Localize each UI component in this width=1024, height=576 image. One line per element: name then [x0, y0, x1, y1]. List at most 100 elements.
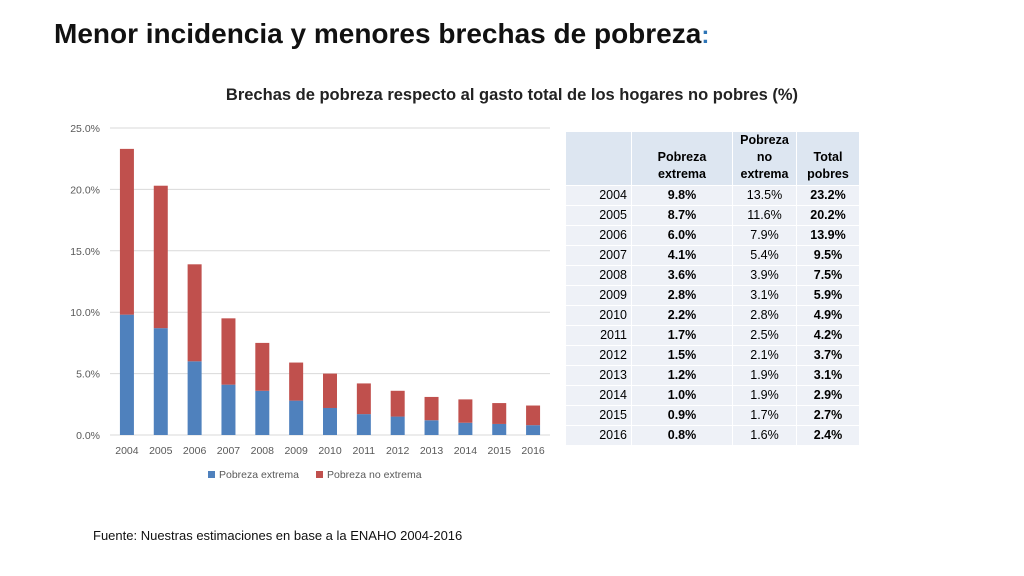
- cell-no-extrema: 5.4%: [733, 246, 797, 266]
- bar-pobreza-no-extrema: [492, 403, 507, 424]
- legend-swatch: [316, 471, 323, 478]
- x-tick-label: 2005: [149, 445, 173, 457]
- cell-no-extrema: 3.9%: [733, 266, 797, 286]
- cell-total: 2.7%: [797, 406, 860, 426]
- bar-pobreza-no-extrema: [390, 390, 405, 417]
- cell-year: 2014: [566, 386, 632, 406]
- bar-pobreza-extrema: [323, 407, 337, 435]
- cell-year: 2007: [566, 246, 632, 266]
- cell-extrema: 6.0%: [632, 226, 733, 246]
- bar-pobreza-no-extrema: [187, 264, 202, 362]
- table-row: 2008 3.6% 3.9% 7.5%: [566, 266, 860, 286]
- table-body: 2004 9.8% 13.5% 23.2% 2005 8.7% 11.6% 20.2% 2006…: [566, 186, 860, 446]
- y-tick-label: 10.0%: [70, 307, 100, 319]
- legend-label: Pobreza no extrema: [327, 469, 422, 481]
- x-tick-label: 2006: [183, 445, 207, 457]
- cell-total: 4.2%: [797, 326, 860, 346]
- cell-year: 2011: [566, 326, 632, 346]
- bar-pobreza-no-extrema: [458, 399, 473, 423]
- x-tick-label: 2008: [251, 445, 275, 457]
- bar-pobreza-no-extrema: [221, 318, 236, 385]
- x-tick-label: 2012: [386, 445, 410, 457]
- table-header-extrema: Pobreza extrema: [632, 132, 733, 186]
- cell-total: 5.9%: [797, 286, 860, 306]
- cell-year: 2009: [566, 286, 632, 306]
- y-tick-label: 20.0%: [70, 184, 100, 196]
- cell-total: 7.5%: [797, 266, 860, 286]
- cell-year: 2012: [566, 346, 632, 366]
- stacked-bar-chart: 0.0% 5.0% 10.0% 15.0% 20.0% 25.0% 2004 2005 2006…: [70, 123, 550, 481]
- bar-pobreza-extrema: [526, 425, 541, 435]
- data-table: Pobreza extrema Pobreza no extrema Total…: [566, 132, 860, 446]
- source-note: Fuente: Nuestras estimaciones en base a …: [93, 528, 463, 543]
- bar-pobreza-extrema: [119, 314, 134, 435]
- bar-pobreza-no-extrema: [119, 148, 134, 315]
- x-tick-label: 2004: [115, 445, 139, 457]
- cell-extrema: 0.8%: [632, 426, 733, 446]
- cell-no-extrema: 13.5%: [733, 186, 797, 206]
- bar-pobreza-no-extrema: [323, 373, 337, 408]
- bar-pobreza-extrema: [356, 414, 371, 435]
- cell-no-extrema: 2.8%: [733, 306, 797, 326]
- cell-total: 13.9%: [797, 226, 860, 246]
- bar-pobreza-no-extrema: [255, 342, 270, 391]
- table-header-total: Total pobres: [797, 132, 860, 186]
- slide-title: Menor incidencia y menores brechas de po…: [54, 18, 709, 50]
- header-line: pobres: [807, 167, 849, 181]
- table-row: 2016 0.8% 1.6% 2.4%: [566, 426, 860, 446]
- cell-extrema: 4.1%: [632, 246, 733, 266]
- table-row: 2006 6.0% 7.9% 13.9%: [566, 226, 860, 246]
- bar-pobreza-no-extrema: [289, 362, 304, 401]
- cell-total: 4.9%: [797, 306, 860, 326]
- slide-title-colon: :: [701, 22, 710, 49]
- cell-no-extrema: 2.5%: [733, 326, 797, 346]
- cell-total: 2.4%: [797, 426, 860, 446]
- cell-extrema: 8.7%: [632, 206, 733, 226]
- table-row: 2004 9.8% 13.5% 23.2%: [566, 186, 860, 206]
- bar-pobreza-no-extrema: [424, 396, 439, 421]
- x-tick-label: 2014: [454, 445, 478, 457]
- cell-total: 23.2%: [797, 186, 860, 206]
- table-row: 2007 4.1% 5.4% 9.5%: [566, 246, 860, 266]
- bar-pobreza-extrema: [492, 423, 507, 435]
- cell-total: 2.9%: [797, 386, 860, 406]
- cell-no-extrema: 2.1%: [733, 346, 797, 366]
- table-row: 2013 1.2% 1.9% 3.1%: [566, 366, 860, 386]
- legend-label: Pobreza extrema: [219, 469, 299, 481]
- table-header-row: Pobreza extrema Pobreza no extrema Total…: [566, 132, 860, 186]
- x-tick-label: 2015: [488, 445, 512, 457]
- bar-pobreza-extrema: [187, 361, 202, 435]
- header-line: Total: [813, 150, 843, 164]
- x-tick-label: 2013: [420, 445, 444, 457]
- bar-pobreza-extrema: [458, 422, 473, 435]
- table-header-no-extrema: Pobreza no extrema: [733, 132, 797, 186]
- cell-extrema: 0.9%: [632, 406, 733, 426]
- cell-extrema: 1.5%: [632, 346, 733, 366]
- bar-pobreza-extrema: [289, 400, 304, 435]
- x-tick-label: 2007: [217, 445, 241, 457]
- cell-no-extrema: 1.9%: [733, 366, 797, 386]
- legend-swatch: [208, 471, 215, 478]
- x-tick-label: 2016: [521, 445, 545, 457]
- cell-extrema: 3.6%: [632, 266, 733, 286]
- bar-pobreza-extrema: [390, 416, 405, 435]
- cell-year: 2010: [566, 306, 632, 326]
- cell-no-extrema: 7.9%: [733, 226, 797, 246]
- table-row: 2010 2.2% 2.8% 4.9%: [566, 306, 860, 326]
- slide-title-text: Menor incidencia y menores brechas de po…: [54, 18, 702, 49]
- table-row: 2009 2.8% 3.1% 5.9%: [566, 286, 860, 306]
- table-row: 2011 1.7% 2.5% 4.2%: [566, 326, 860, 346]
- cell-year: 2004: [566, 186, 632, 206]
- cell-total: 3.7%: [797, 346, 860, 366]
- x-tick-label: 2011: [353, 445, 376, 457]
- y-tick-label: 25.0%: [70, 123, 100, 135]
- header-line: no: [756, 150, 773, 164]
- cell-year: 2015: [566, 406, 632, 426]
- bar-pobreza-no-extrema: [153, 185, 168, 329]
- cell-year: 2008: [566, 266, 632, 286]
- cell-extrema: 1.7%: [632, 326, 733, 346]
- table-row: 2005 8.7% 11.6% 20.2%: [566, 206, 860, 226]
- header-line: Pobreza: [657, 150, 707, 164]
- cell-extrema: 1.0%: [632, 386, 733, 406]
- table-header-year: [566, 132, 632, 186]
